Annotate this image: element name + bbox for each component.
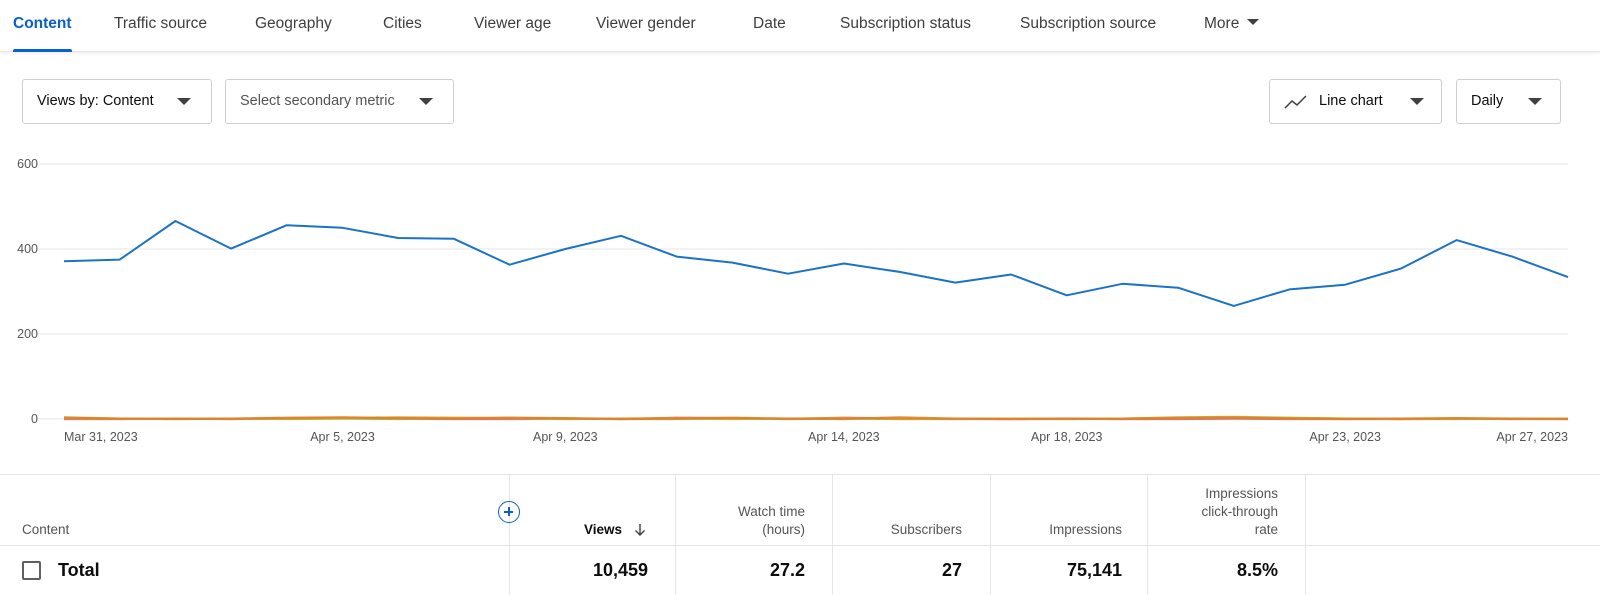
total-impressions: 75,141 xyxy=(1066,560,1122,580)
table-divider xyxy=(0,545,1600,546)
column-divider xyxy=(675,474,676,595)
column-divider xyxy=(990,474,991,595)
y-tick-label: 400 xyxy=(17,242,38,256)
interval-dropdown[interactable]: Daily xyxy=(1456,79,1561,124)
x-tick-label: Apr 9, 2023 xyxy=(533,430,598,444)
chart-type-label: Line chart xyxy=(1319,93,1383,109)
total-watch-time: 27.2 xyxy=(769,560,805,580)
tab-content[interactable]: Content xyxy=(13,0,72,52)
chevron-down-icon xyxy=(1528,98,1542,105)
chevron-down-icon xyxy=(1410,98,1424,105)
secondary-metric-label: Select secondary metric xyxy=(240,93,395,109)
chevron-down-icon xyxy=(177,98,191,105)
x-tick-label: Apr 14, 2023 xyxy=(808,430,880,444)
add-column-button[interactable] xyxy=(498,501,520,523)
interval-label: Daily xyxy=(1471,93,1504,109)
y-tick-label: 0 xyxy=(31,412,38,426)
column-divider xyxy=(509,474,510,595)
tab-subscription-source[interactable]: Subscription source xyxy=(1020,15,1157,32)
total-views: 10,459 xyxy=(592,560,648,580)
ctr-header-line: click-through xyxy=(1201,504,1278,519)
tab-geography[interactable]: Geography xyxy=(255,15,332,32)
watch-time-header-line: (hours) xyxy=(762,522,805,537)
x-tick-label: Apr 27, 2023 xyxy=(1496,430,1568,444)
tab-viewer-age[interactable]: Viewer age xyxy=(474,15,552,32)
table-divider xyxy=(0,474,1600,475)
column-divider xyxy=(1305,474,1306,595)
chevron-down-icon xyxy=(419,98,433,105)
tab-viewer-gender[interactable]: Viewer gender xyxy=(596,15,696,32)
tab-more[interactable]: More xyxy=(1204,0,1260,52)
secondary-metric-dropdown[interactable]: Select secondary metric xyxy=(225,79,454,124)
x-tick-label: Mar 31, 2023 xyxy=(64,430,138,444)
primary-metric-label: Views by: Content xyxy=(37,93,154,109)
views-series-line xyxy=(63,220,1569,307)
minor-series-line xyxy=(63,416,1569,421)
y-tick-label: 600 xyxy=(17,157,38,171)
views-line-chart: 600 400 200 0 Mar 31, 2023 Apr 5, 2023 Apr 9, … xyxy=(17,157,1569,444)
report-tab-bar: Content Traffic source Geography Cities … xyxy=(0,0,1600,52)
chart-type-dropdown[interactable]: Line chart xyxy=(1269,79,1442,124)
total-row-checkbox[interactable] xyxy=(22,561,41,580)
x-tick-label: Apr 23, 2023 xyxy=(1309,430,1381,444)
primary-metric-dropdown[interactable]: Views by: Content xyxy=(22,79,212,124)
column-divider xyxy=(832,474,833,595)
ctr-column-header[interactable]: Impressions click-through rate xyxy=(1160,485,1278,539)
tab-traffic-source[interactable]: Traffic source xyxy=(114,15,208,32)
subscribers-column-header[interactable]: Subscribers xyxy=(890,522,962,537)
impressions-column-header[interactable]: Impressions xyxy=(1049,522,1122,537)
ctr-header-line: rate xyxy=(1254,522,1278,537)
views-column-header[interactable]: Views xyxy=(520,521,646,539)
watch-time-header-line: Watch time xyxy=(737,504,805,519)
total-row-label: Total xyxy=(58,560,100,580)
line-chart-icon xyxy=(1284,95,1307,109)
total-subscribers: 27 xyxy=(941,560,962,580)
views-header-label: Views xyxy=(583,522,622,537)
x-tick-label: Apr 5, 2023 xyxy=(310,430,375,444)
content-column-header: Content xyxy=(22,522,70,537)
tab-date[interactable]: Date xyxy=(753,15,786,32)
watch-time-column-header[interactable]: Watch time (hours) xyxy=(690,503,805,539)
column-divider xyxy=(1147,474,1148,595)
y-tick-label: 200 xyxy=(17,327,38,341)
sort-descending-icon xyxy=(635,524,645,537)
tab-more-label: More xyxy=(1204,15,1240,32)
x-tick-label: Apr 18, 2023 xyxy=(1031,430,1103,444)
ctr-header-line: Impressions xyxy=(1205,486,1278,501)
total-ctr: 8.5% xyxy=(1236,560,1278,580)
tab-cities[interactable]: Cities xyxy=(383,15,422,32)
chevron-down-icon xyxy=(1247,18,1260,25)
tab-subscription-status[interactable]: Subscription status xyxy=(840,15,971,32)
